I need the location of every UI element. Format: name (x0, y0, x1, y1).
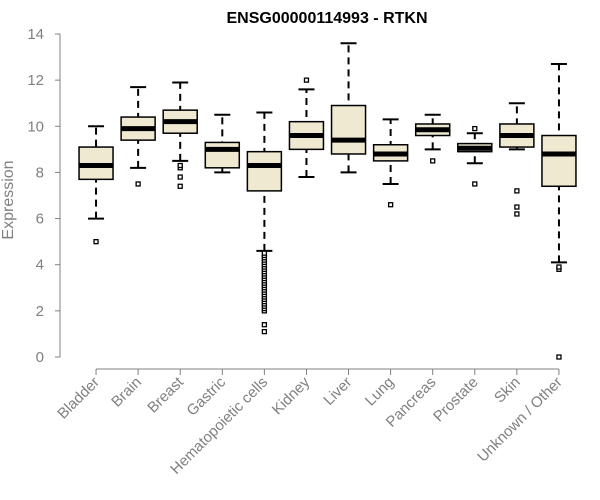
box-prostate (457, 125, 493, 187)
box-breast (162, 81, 198, 189)
box-bladder (78, 125, 114, 245)
outlier-point (556, 354, 562, 360)
box-gastric (204, 113, 241, 174)
outlier-point (135, 181, 141, 187)
outlier-point (177, 174, 183, 180)
x-tick-label: Brain (108, 374, 145, 411)
chart-title: ENSG00000114993 - RTKN (227, 10, 428, 27)
box-iqr (330, 104, 367, 155)
outlier-point (430, 158, 436, 164)
outlier-point (472, 125, 478, 132)
y-tick-label: 6 (36, 211, 44, 228)
box-hematopoietic-cells (246, 111, 283, 335)
outlier-point (93, 238, 99, 245)
box-iqr (204, 141, 241, 169)
outlier-point (261, 322, 268, 328)
box-iqr (246, 150, 283, 192)
y-axis-label: Expression (0, 160, 17, 239)
outlier-point (472, 181, 478, 187)
outlier-point (261, 250, 268, 256)
x-tick-label: Bladder (54, 374, 103, 423)
x-tick-label: Prostate (430, 374, 482, 426)
box-kidney (288, 77, 325, 179)
outlier-point (303, 77, 310, 83)
y-tick-label: 4 (36, 257, 44, 274)
y-tick-label: 12 (27, 72, 44, 89)
y-tick-label: 14 (27, 26, 44, 43)
outlier-point (514, 211, 520, 217)
x-tick-label: Lung (362, 374, 398, 410)
box-unknown-other (541, 62, 577, 360)
y-tick-label: 8 (36, 164, 44, 181)
outlier-point (177, 162, 183, 169)
outlier-point (387, 202, 394, 208)
box-iqr (541, 134, 577, 188)
y-tick-label: 0 (36, 349, 44, 366)
outlier-point (514, 188, 520, 194)
box-liver (330, 42, 367, 174)
box-brain (120, 86, 156, 187)
y-tick-label: 2 (36, 303, 44, 320)
box-skin (499, 102, 535, 217)
outlier-point (177, 183, 183, 189)
outlier-point (556, 264, 562, 270)
y-tick-label: 10 (27, 118, 44, 135)
x-tick-label: Skin (491, 374, 524, 407)
x-tick-label: Breast (144, 373, 187, 416)
outlier-point (261, 328, 268, 335)
box-lung (372, 118, 409, 208)
outlier-point (514, 204, 520, 210)
x-tick-label: Kidney (269, 373, 314, 418)
x-tick-label: Liver (320, 374, 355, 409)
box-series (78, 42, 577, 360)
y-axis: 0 2 4 6 8 10 12 14 (27, 26, 61, 366)
box-pancreas (414, 113, 451, 164)
